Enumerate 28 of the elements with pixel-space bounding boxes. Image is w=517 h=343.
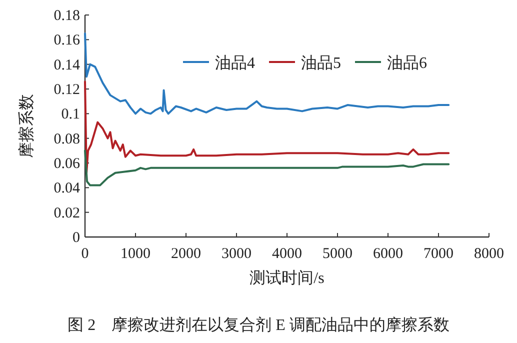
x-tick: 5000 bbox=[322, 246, 352, 262]
title: 图 2 摩擦改进剂在以复合剂 E 调配油品中的摩擦系数 bbox=[68, 317, 450, 334]
x-tick: 2000 bbox=[171, 246, 201, 262]
y-tick: 0.08 bbox=[54, 131, 80, 148]
y-tick: 0.12 bbox=[54, 82, 80, 98]
y-tick: 0.04 bbox=[54, 180, 80, 197]
y-tick: 0.16 bbox=[54, 32, 80, 49]
x-tick: 1000 bbox=[120, 246, 150, 262]
x-tick: 0 bbox=[81, 246, 89, 262]
legend-label: 油品4 bbox=[215, 54, 255, 72]
y-tick: 0.06 bbox=[54, 156, 80, 172]
legend-label: 油品5 bbox=[301, 54, 341, 72]
legend-item: 油品6 bbox=[355, 55, 427, 72]
x-tick: 4000 bbox=[272, 246, 302, 262]
legend-label: 油品6 bbox=[387, 54, 427, 72]
y-tick: 0.02 bbox=[54, 205, 80, 222]
x-tick: 8000 bbox=[474, 246, 504, 262]
x-tick: 3000 bbox=[222, 246, 252, 262]
y-label: 摩擦系数 bbox=[18, 94, 36, 158]
x-tick: 7000 bbox=[424, 246, 454, 262]
legend-item: 油品5 bbox=[269, 55, 341, 72]
x-tick: 6000 bbox=[373, 246, 403, 262]
y-tick: 0.18 bbox=[54, 8, 80, 24]
y-tick: 0.14 bbox=[54, 57, 80, 74]
legend-item: 油品4 bbox=[183, 55, 255, 72]
x-label: 测试时间/s bbox=[250, 270, 324, 287]
y-tick: 0 bbox=[72, 230, 80, 246]
y-tick: 0.1 bbox=[61, 106, 80, 123]
